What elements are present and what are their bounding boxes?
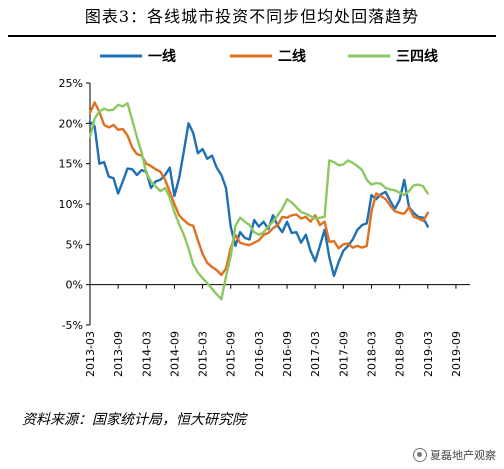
watermark-text: 夏磊地产观察 xyxy=(430,449,496,462)
y-tick-label: -5% xyxy=(62,319,83,332)
x-tick-label: 2018-09 xyxy=(394,331,407,377)
title-rule xyxy=(8,35,496,37)
x-tick-label: 2016-03 xyxy=(253,331,266,377)
y-tick-label: 10% xyxy=(59,198,83,211)
x-tick-label: 2013-03 xyxy=(84,331,97,377)
x-tick-label: 2019-09 xyxy=(450,331,463,377)
wechat-icon xyxy=(413,448,427,462)
x-tick-label: 2016-09 xyxy=(281,331,294,377)
y-tick-label: 20% xyxy=(59,117,83,130)
x-tick-label: 2015-03 xyxy=(197,331,210,377)
x-tick-label: 2015-09 xyxy=(225,331,238,377)
series-lines xyxy=(88,101,429,301)
y-tick-label: 15% xyxy=(59,158,83,171)
axes: -5% 0% 5% 10% 15% 20% 25% 2013-03 2013-09 2014-03… xyxy=(59,77,470,377)
y-tick-label: 25% xyxy=(59,77,83,90)
x-tick-label: 2018-03 xyxy=(365,331,378,377)
x-tick-label: 2013-09 xyxy=(112,331,125,377)
series-line-1 xyxy=(88,120,429,277)
legend-label-1: 一线 xyxy=(148,48,176,65)
legend: 一线 二线 三四线 xyxy=(100,48,438,65)
series-line-2 xyxy=(88,101,429,277)
watermark: 夏磊地产观察 xyxy=(413,447,496,463)
y-tick-label: 5% xyxy=(66,238,83,251)
y-tick-label: 0% xyxy=(66,279,83,292)
x-tick-label: 2017-09 xyxy=(337,331,350,377)
x-tick-label: 2014-03 xyxy=(140,331,153,377)
x-tick-label: 2017-03 xyxy=(309,331,322,377)
legend-label-3: 三四线 xyxy=(396,48,438,65)
chart-title: 图表3：各线城市投资不同步但均处回落趋势 xyxy=(84,7,420,26)
x-tick-label: 2014-09 xyxy=(168,331,181,377)
legend-label-2: 二线 xyxy=(278,48,306,65)
series-line-3 xyxy=(88,101,429,301)
x-tick-label: 2019-03 xyxy=(422,331,435,377)
source-note: 资料来源：国家统计局，恒大研究院 xyxy=(22,412,246,428)
